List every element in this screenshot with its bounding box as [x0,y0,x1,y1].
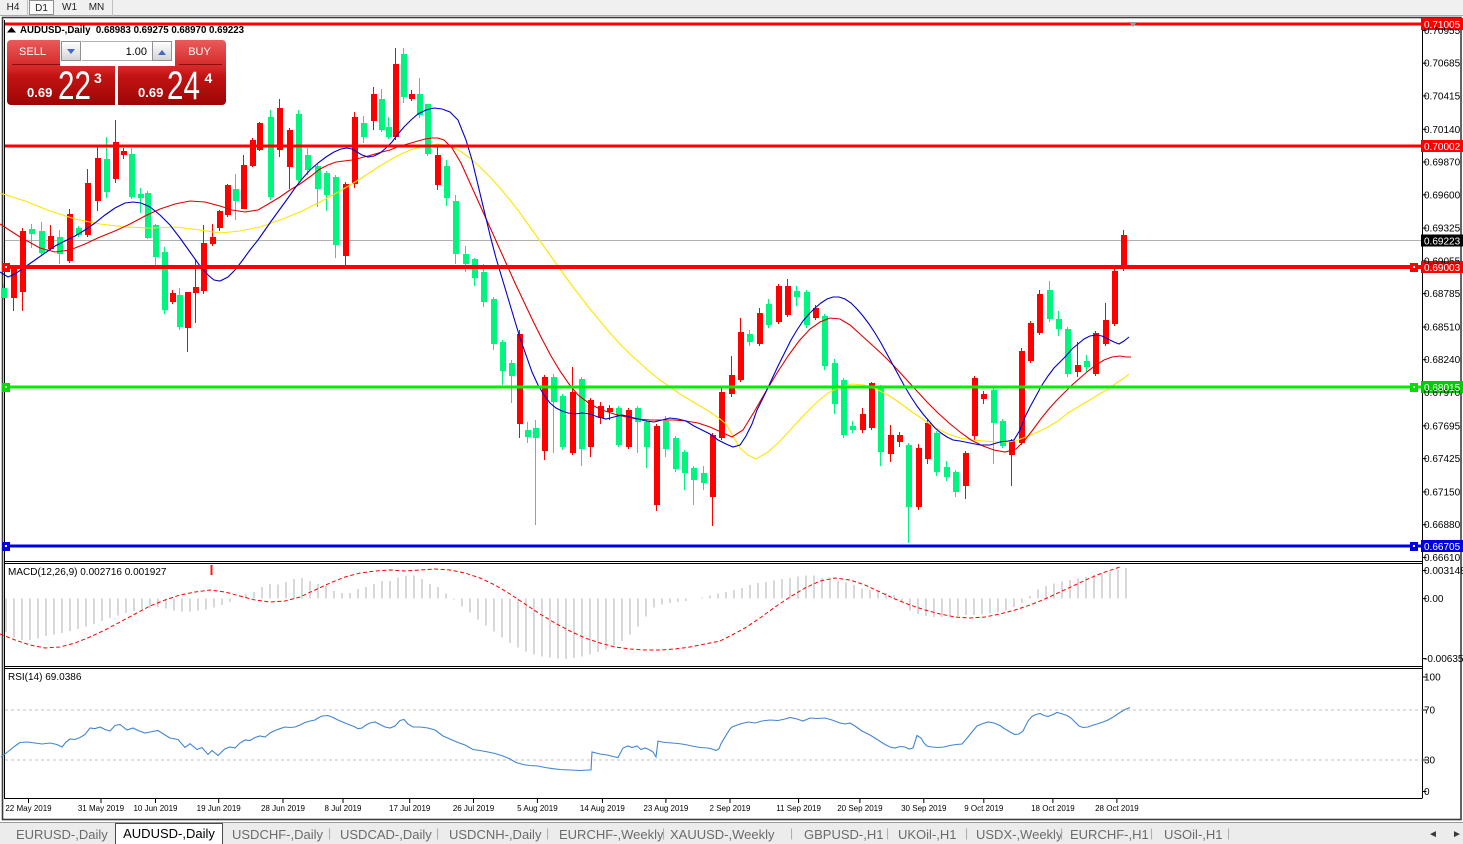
svg-text:31 May 2019: 31 May 2019 [78,804,125,813]
svg-text:30 Sep 2019: 30 Sep 2019 [901,804,947,813]
svg-text:0.66880: 0.66880 [1424,520,1461,531]
svg-text:22 May 2019: 22 May 2019 [5,804,52,813]
svg-text:23 Aug 2019: 23 Aug 2019 [643,804,688,813]
svg-text:-0.006353: -0.006353 [1424,654,1463,665]
svg-text:18 Oct 2019: 18 Oct 2019 [1031,804,1075,813]
svg-text:0.67970: 0.67970 [1424,388,1461,399]
svg-text:0.69870: 0.69870 [1424,158,1461,169]
svg-text:0.67425: 0.67425 [1424,454,1461,465]
svg-text:70: 70 [1424,706,1436,717]
svg-text:2 Sep 2019: 2 Sep 2019 [710,804,751,813]
svg-text:11 Sep 2019: 11 Sep 2019 [776,804,821,813]
svg-text:0: 0 [1424,787,1430,798]
svg-text:0.003148: 0.003148 [1424,566,1463,577]
svg-text:0.68240: 0.68240 [1424,355,1461,366]
svg-text:0.70140: 0.70140 [1424,125,1461,136]
svg-text:28 Jun 2019: 28 Jun 2019 [261,804,306,813]
svg-text:0.70415: 0.70415 [1424,91,1461,102]
svg-text:0.69223: 0.69223 [1424,237,1461,248]
svg-text:0.67695: 0.67695 [1424,421,1461,432]
svg-text:0.69055: 0.69055 [1424,256,1461,267]
svg-text:0.69003: 0.69003 [1424,263,1461,274]
svg-text:0.70002: 0.70002 [1424,142,1461,153]
svg-text:RSI(14) 69.0386: RSI(14) 69.0386 [8,672,82,683]
svg-text:20 Sep 2019: 20 Sep 2019 [837,804,883,813]
svg-text:14 Aug 2019: 14 Aug 2019 [580,804,625,813]
svg-text:0.68510: 0.68510 [1424,322,1461,333]
svg-text:0.71005: 0.71005 [1424,20,1461,31]
svg-text:0.68785: 0.68785 [1424,289,1461,300]
svg-text:0.67150: 0.67150 [1424,487,1461,498]
svg-text:26 Jul 2019: 26 Jul 2019 [453,804,495,813]
svg-text:0.69325: 0.69325 [1424,224,1461,235]
svg-text:0.70955: 0.70955 [1424,26,1461,37]
svg-text:AUDUSD-,Daily 0.68983 0.69275: AUDUSD-,Daily 0.68983 0.69275 0.68970 0.… [20,25,245,36]
svg-text:19 Jun 2019: 19 Jun 2019 [197,804,242,813]
svg-text:5 Aug 2019: 5 Aug 2019 [517,804,558,813]
svg-text:100: 100 [1424,673,1441,684]
svg-text:0.00: 0.00 [1424,594,1444,605]
svg-text:0.66610: 0.66610 [1424,553,1461,564]
svg-text:MACD(12,26,9) 0.002716 0.00192: MACD(12,26,9) 0.002716 0.001927 [8,567,167,578]
svg-text:8 Jul 2019: 8 Jul 2019 [325,804,362,813]
svg-text:0.66705: 0.66705 [1424,542,1461,553]
svg-text:0.70685: 0.70685 [1424,59,1461,70]
svg-text:28 Oct 2019: 28 Oct 2019 [1095,804,1139,813]
svg-text:17 Jul 2019: 17 Jul 2019 [389,804,431,813]
svg-text:30: 30 [1424,756,1436,767]
svg-text:0.68015: 0.68015 [1424,383,1461,394]
svg-text:9 Oct 2019: 9 Oct 2019 [964,804,1004,813]
svg-text:0.69600: 0.69600 [1424,190,1461,201]
svg-text:10 Jun 2019: 10 Jun 2019 [133,804,178,813]
